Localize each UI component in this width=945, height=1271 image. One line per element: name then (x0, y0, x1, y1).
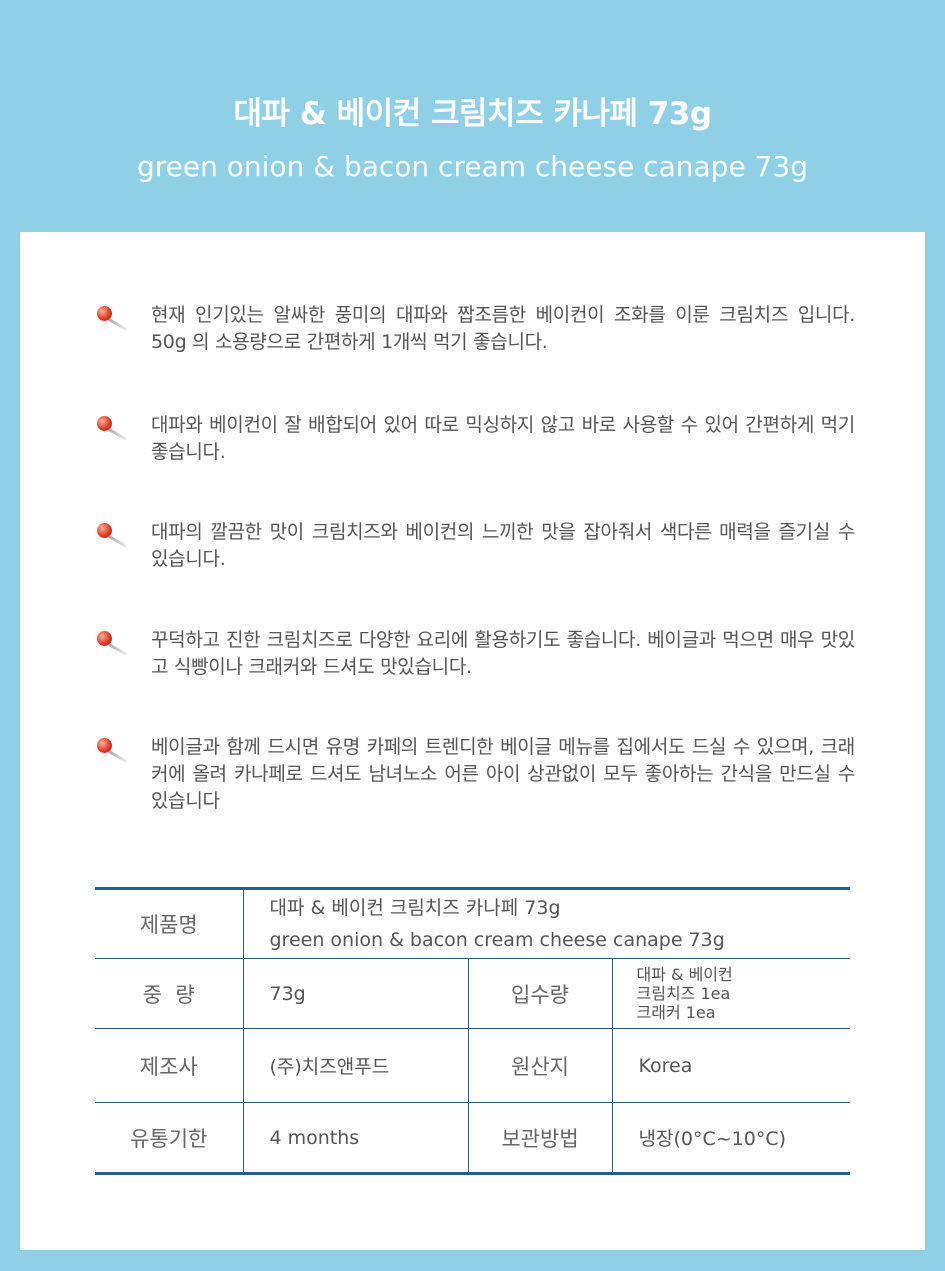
table-row: 제품명 대파 & 베이컨 크림치즈 카나페 73g green onion & b… (95, 887, 850, 959)
pushpin-icon (95, 412, 151, 441)
contents-value: 대파 & 베이컨 크림치즈 1ea 크래커 1ea (611, 958, 850, 1029)
expiry-value: 4 months (242, 1102, 469, 1175)
bullet-item: 현재 인기있는 알싸한 풍미의 대파와 짭조름한 베이컨이 조화를 이룬 크림치… (95, 302, 855, 356)
pushpin-icon (95, 302, 151, 331)
pushpin-icon (95, 519, 151, 548)
expiry-label: 유통기한 (95, 1102, 244, 1175)
table-row: 중 량 73g 입수량 대파 & 베이컨 크림치즈 1ea 크래커 1ea (95, 958, 850, 1029)
bullet-item: 꾸덕하고 진한 크림치즈로 다양한 요리에 활용하기도 좋습니다. 베이글과 먹… (95, 627, 855, 681)
page-subtitle: green onion & bacon cream cheese canape … (137, 150, 808, 183)
weight-value: 73g (242, 958, 469, 1029)
bullet-item: 베이글과 함께 드시면 유명 카페의 트렌디한 베이글 메뉴를 집에서도 드실 … (95, 734, 855, 815)
table-row: 유통기한 4 months 보관방법 냉장(0°C~10°C) (95, 1102, 850, 1175)
bullet-item: 대파와 베이컨이 잘 배합되어 있어 따로 믹싱하지 않고 바로 사용할 수 있… (95, 412, 855, 466)
content-panel: 현재 인기있는 알싸한 풍미의 대파와 짭조름한 베이컨이 조화를 이룬 크림치… (20, 232, 925, 1250)
origin-value: Korea (611, 1028, 850, 1103)
bullet-item: 대파의 깔끔한 맛이 크림치즈와 베이컨의 느끼한 맛을 잡아줘서 색다른 매력… (95, 519, 855, 573)
contents-label: 입수량 (467, 958, 613, 1029)
table-row: 제조사 (주)치즈앤푸드 원산지 Korea (95, 1028, 850, 1103)
storage-value: 냉장(0°C~10°C) (611, 1102, 850, 1175)
name-value: 대파 & 베이컨 크림치즈 카나페 73g green onion & bacon… (242, 887, 850, 959)
storage-label: 보관방법 (467, 1102, 613, 1175)
weight-label: 중 량 (95, 958, 244, 1029)
origin-label: 원산지 (467, 1028, 613, 1103)
pushpin-icon (95, 734, 151, 763)
pushpin-icon (95, 627, 151, 656)
maker-value: (주)치즈앤푸드 (242, 1028, 469, 1103)
page-title: 대파 & 베이컨 크림치즈 카나페 73g (233, 96, 712, 132)
maker-label: 제조사 (95, 1028, 244, 1103)
product-info-table: 제품명 대파 & 베이컨 크림치즈 카나페 73g green onion & b… (95, 887, 850, 1175)
name-label: 제품명 (95, 887, 244, 959)
